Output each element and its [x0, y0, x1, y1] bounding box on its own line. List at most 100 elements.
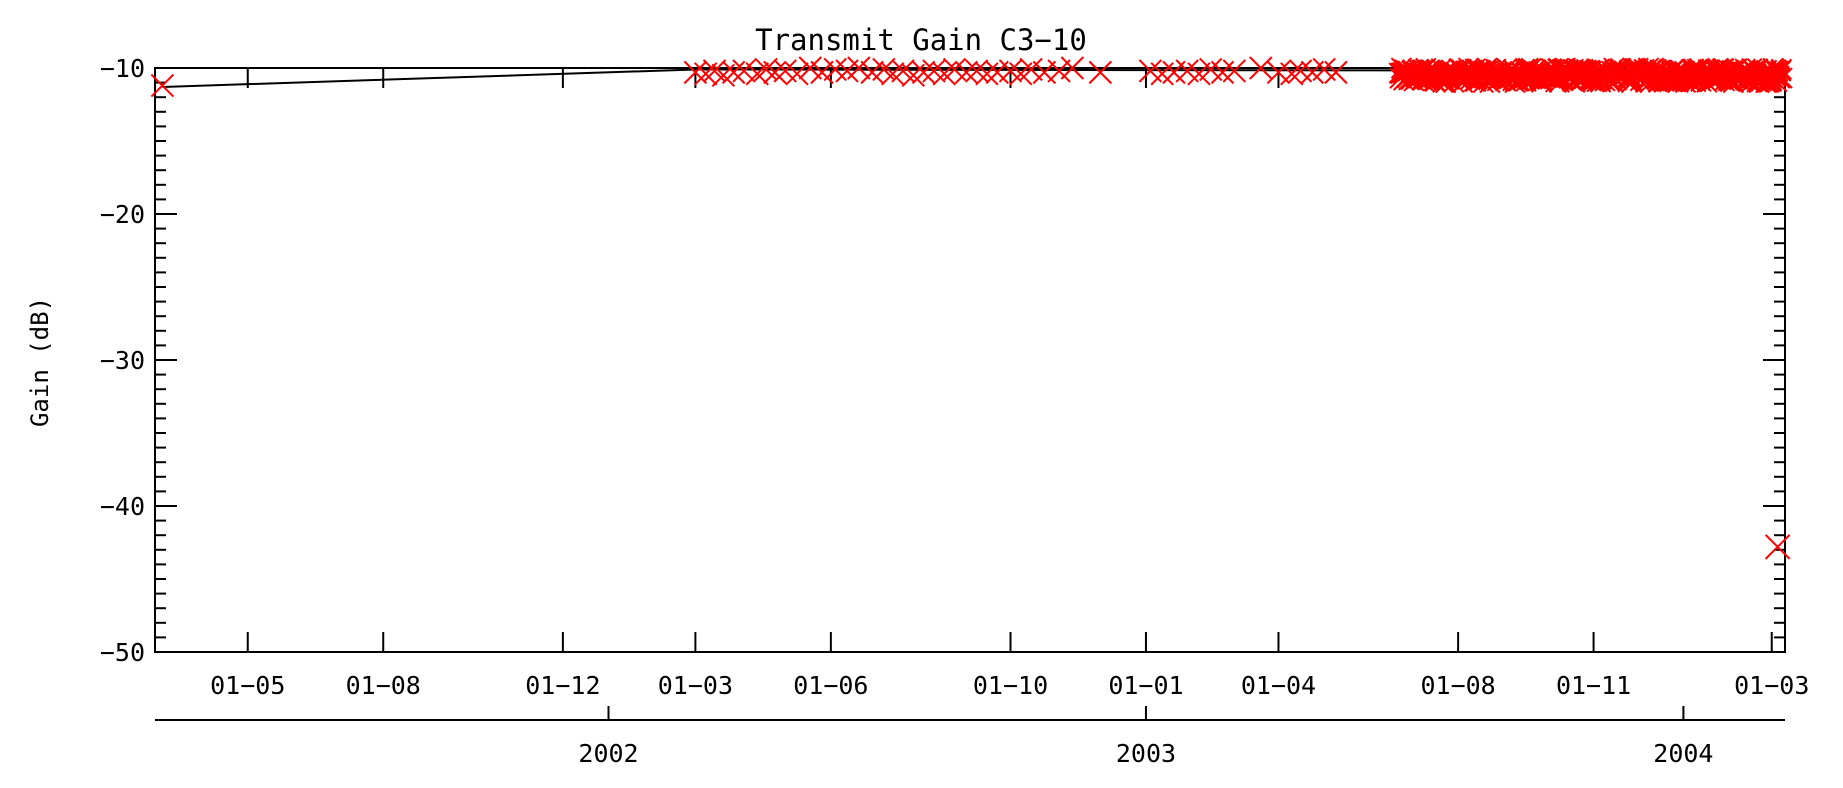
- marker-stroke: [1047, 59, 1071, 83]
- marker-stroke: [810, 60, 834, 85]
- x-axis-months: 01−05 01−08 01−12 01−03 01−06 01−10 01−01 01−04…: [210, 68, 1809, 700]
- cluster-point: [1771, 67, 1793, 89]
- data-point: [964, 59, 989, 83]
- data-point: [683, 60, 708, 85]
- y-tick-label: −40: [100, 492, 145, 521]
- x-tick-label: 01−05: [210, 671, 285, 700]
- data-point: [922, 59, 946, 83]
- marker-stroke: [922, 59, 946, 83]
- x-tick-label: 01−08: [346, 671, 421, 700]
- marker-stroke: [721, 60, 746, 85]
- marker-stroke: [1138, 59, 1163, 83]
- data-point: [1088, 60, 1113, 85]
- marker-stroke: [683, 60, 708, 85]
- marker-stroke: [150, 73, 175, 98]
- marker-stroke: [798, 56, 822, 80]
- x-tick-label: 01−12: [525, 671, 600, 700]
- marker-stroke: [1150, 62, 1174, 86]
- marker-stroke: [1088, 60, 1113, 85]
- marker-stroke: [732, 59, 756, 83]
- marker-stroke: [754, 57, 778, 82]
- marker-stroke: [1324, 60, 1348, 85]
- data-point: [880, 62, 905, 86]
- data-point: [754, 57, 778, 82]
- marker-stroke: [975, 62, 999, 86]
- data-point: [1249, 56, 1273, 80]
- data-point: [732, 59, 756, 83]
- marker-stroke: [891, 59, 915, 83]
- x-tick-label: 01−06: [793, 671, 868, 700]
- y-tick-label: −10: [100, 54, 145, 83]
- year-tick-label: 2004: [1653, 739, 1713, 768]
- data-point: [1288, 59, 1313, 83]
- marker-stroke: [711, 63, 736, 88]
- marker-stroke: [954, 60, 979, 85]
- x-tick-label: 01−10: [973, 671, 1048, 700]
- x-tick-label: 01−01: [1108, 671, 1183, 700]
- data-point: [810, 60, 834, 85]
- marker-stroke: [1210, 60, 1235, 85]
- data-point: [1187, 62, 1211, 86]
- marker-stroke: [1032, 60, 1057, 85]
- marker-stroke: [1266, 60, 1291, 85]
- marker-stroke: [911, 60, 936, 85]
- data-point: [798, 56, 822, 80]
- marker-stroke: [823, 57, 847, 82]
- marker-stroke: [745, 62, 769, 86]
- cluster-point: [1769, 67, 1791, 89]
- data-point: [1280, 62, 1304, 86]
- data-point: [901, 63, 926, 88]
- data-point: [150, 73, 175, 98]
- cluster-point: [1770, 58, 1793, 81]
- marker-stroke: [1060, 56, 1085, 80]
- data-point: [998, 59, 1023, 83]
- marker-stroke: [785, 62, 809, 86]
- marker-stroke: [964, 59, 989, 83]
- x-tick-label: 01−08: [1420, 671, 1495, 700]
- data-point: [702, 59, 727, 83]
- marker-stroke: [872, 57, 896, 82]
- marker-stroke: [1019, 57, 1043, 82]
- year-tick-label: 2003: [1116, 739, 1176, 768]
- data-point: [975, 62, 999, 86]
- year-tick-label: 2002: [578, 739, 638, 768]
- data-point: [1047, 59, 1071, 83]
- data-point: [721, 60, 746, 85]
- marker-stroke: [901, 63, 926, 88]
- x-tick-label: 01−11: [1556, 671, 1631, 700]
- data-point: [872, 57, 896, 82]
- data-point: [1222, 59, 1247, 83]
- data-point: [1060, 56, 1085, 80]
- chart-title: Transmit Gain C3−10: [755, 23, 1087, 57]
- data-point: [1324, 60, 1348, 85]
- data-point: [847, 56, 871, 80]
- marker-stroke: [763, 60, 787, 85]
- marker-stroke: [1764, 534, 1791, 560]
- y-tick-label: −20: [100, 200, 145, 229]
- data-markers: [150, 56, 1793, 560]
- data-point: [763, 60, 787, 85]
- marker-stroke: [693, 62, 718, 86]
- marker-stroke: [1175, 59, 1199, 83]
- data-point: [823, 57, 847, 82]
- marker-stroke: [1249, 56, 1273, 80]
- data-point: [911, 60, 936, 85]
- data-point: [954, 60, 979, 85]
- marker-stroke: [1312, 57, 1336, 82]
- plot-frame: [154, 67, 1786, 653]
- x-tick-label: 01−03: [658, 671, 733, 700]
- data-point: [1150, 62, 1174, 86]
- x-tick-label: 01−03: [1734, 671, 1809, 700]
- data-point: [785, 62, 809, 86]
- y-tick-label: −50: [100, 638, 145, 667]
- cluster-point: [1766, 60, 1789, 82]
- marker-stroke: [1222, 59, 1247, 83]
- data-point: [1019, 57, 1043, 82]
- marker-stroke: [998, 59, 1023, 83]
- marker-stroke: [1288, 59, 1313, 83]
- y-axis-label: Gain (dB): [26, 297, 54, 427]
- marker-stroke: [880, 62, 905, 86]
- marker-stroke: [942, 57, 967, 82]
- x-axis-years: 2002 2003 2004: [155, 706, 1785, 768]
